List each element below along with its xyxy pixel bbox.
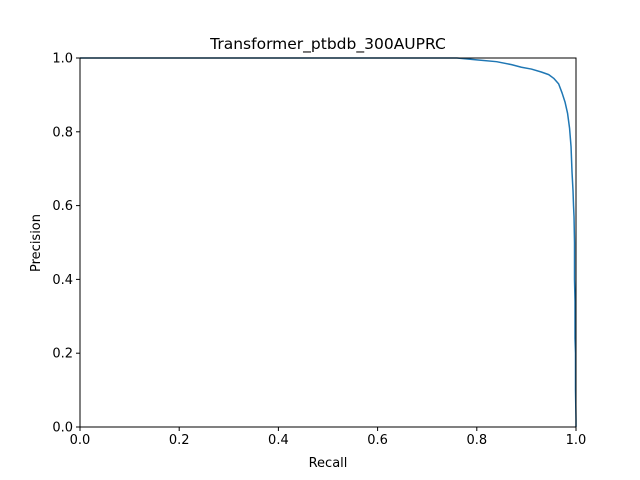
x-axis-label: Recall [309,456,348,471]
plot-frame [79,57,577,428]
y-tick-label: 1.0 [52,52,73,67]
series-line-0 [80,57,577,427]
y-axis-label: Precision [29,214,44,272]
x-axis: 0.0 0.2 0.4 0.6 0.8 1.0 [70,427,587,448]
y-tick-label: 0.4 [52,273,73,288]
y-tick-label: 0.0 [52,421,73,436]
y-tick-label: 0.8 [52,125,73,140]
y-tick-label: 0.2 [52,347,73,362]
x-tick-label: 0.0 [70,433,91,448]
y-axis: 0.0 0.2 0.4 0.6 0.8 1.0 [52,52,80,436]
x-tick-label: 1.0 [566,433,587,448]
x-tick-label: 0.8 [466,433,487,448]
x-tick-label: 0.4 [268,433,289,448]
x-tick-label: 0.6 [367,433,388,448]
plot-area [79,57,577,428]
y-tick-label: 0.6 [52,199,73,214]
x-tick-label: 0.2 [169,433,190,448]
chart-title: Transformer_ptbdb_300AUPRC [209,35,446,54]
